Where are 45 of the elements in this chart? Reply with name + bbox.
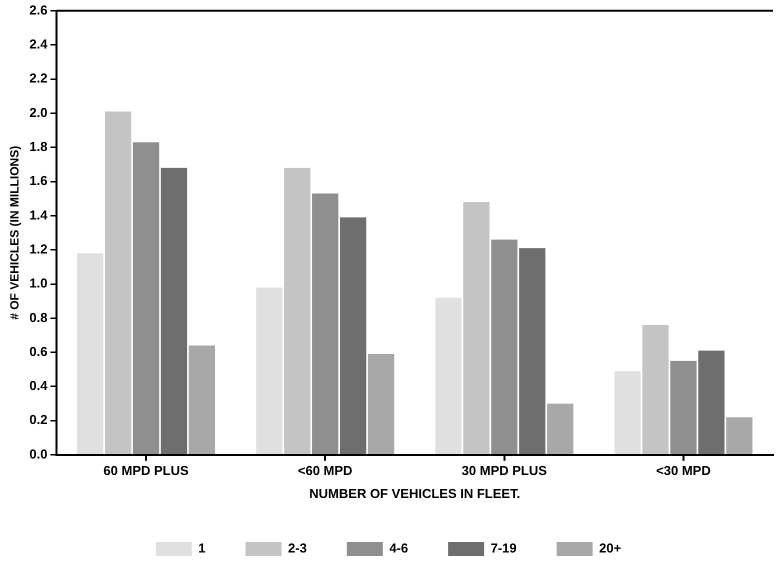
y-tick-label: 2.6: [29, 2, 48, 18]
y-tick-label: 0.4: [29, 378, 48, 394]
x-tick-label: 60 MPD PLUS: [103, 463, 189, 478]
bar: [491, 240, 518, 454]
legend-label: 7-19: [490, 540, 517, 556]
y-tick-label: 1.2: [29, 241, 48, 256]
legend-label: 20+: [599, 540, 622, 556]
bar: [188, 346, 216, 454]
y-axis-title: # OF VEHICLES (IN MILLIONS): [8, 146, 22, 320]
y-tick-label: 0.8: [29, 310, 48, 325]
y-tick-label: 1.0: [29, 276, 48, 291]
bar: [104, 112, 132, 454]
y-tick-label: 2.2: [29, 70, 48, 86]
y-tick-label: 2.0: [29, 104, 48, 120]
x-tick-label: <30 MPD: [656, 463, 711, 478]
y-tick-label: 0.6: [29, 344, 48, 359]
x-axis-title: NUMBER OF VEHICLES IN FLEET.: [309, 486, 520, 501]
y-tick-label: 0.2: [29, 412, 48, 428]
bar: [284, 168, 310, 454]
bar: [340, 217, 366, 454]
legend-label: 4-6: [389, 540, 408, 556]
bar: [519, 248, 546, 454]
x-tick-label: <60 MPD: [298, 463, 352, 478]
bar: [435, 298, 462, 454]
bar: [698, 350, 725, 454]
bar: [726, 417, 752, 454]
bar: [160, 168, 188, 454]
y-tick-label: 1.4: [29, 207, 48, 222]
bar: [547, 404, 574, 454]
bar: [77, 253, 104, 454]
y-tick-label: 1.6: [29, 173, 48, 188]
bar: [368, 354, 394, 454]
bar: [614, 371, 641, 454]
bar: [670, 360, 697, 454]
legend-label: 2-3: [288, 540, 307, 556]
legend-label: 1: [198, 540, 206, 556]
y-tick-label: 2.4: [29, 36, 48, 52]
bar: [312, 194, 338, 454]
y-tick-label: 1.8: [29, 138, 48, 154]
bar: [132, 142, 160, 454]
y-tick-label: 0.0: [29, 446, 48, 462]
x-tick-label: 30 MPD PLUS: [462, 463, 548, 478]
bar: [642, 325, 669, 454]
bar: [463, 202, 490, 454]
bar: [256, 287, 282, 454]
